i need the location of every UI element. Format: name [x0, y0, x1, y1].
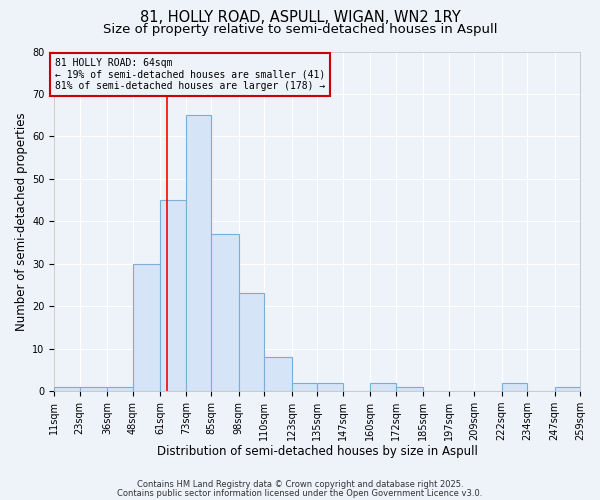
Bar	[54, 387, 80, 391]
Y-axis label: Number of semi-detached properties: Number of semi-detached properties	[15, 112, 28, 330]
Bar	[160, 200, 185, 391]
Text: Contains public sector information licensed under the Open Government Licence v3: Contains public sector information licen…	[118, 488, 482, 498]
Bar	[554, 387, 580, 391]
Bar	[395, 387, 423, 391]
Bar	[292, 382, 317, 391]
Text: Size of property relative to semi-detached houses in Aspull: Size of property relative to semi-detach…	[103, 22, 497, 36]
Bar	[211, 234, 239, 391]
Bar	[264, 357, 292, 391]
Bar	[133, 264, 160, 391]
Text: Contains HM Land Registry data © Crown copyright and database right 2025.: Contains HM Land Registry data © Crown c…	[137, 480, 463, 489]
Bar	[239, 294, 264, 391]
Bar	[370, 382, 395, 391]
X-axis label: Distribution of semi-detached houses by size in Aspull: Distribution of semi-detached houses by …	[157, 444, 478, 458]
Bar	[317, 382, 343, 391]
Bar	[185, 115, 211, 391]
Bar	[80, 387, 107, 391]
Text: 81, HOLLY ROAD, ASPULL, WIGAN, WN2 1RY: 81, HOLLY ROAD, ASPULL, WIGAN, WN2 1RY	[140, 10, 460, 25]
Bar	[107, 387, 133, 391]
Bar	[502, 382, 527, 391]
Text: 81 HOLLY ROAD: 64sqm
← 19% of semi-detached houses are smaller (41)
81% of semi-: 81 HOLLY ROAD: 64sqm ← 19% of semi-detac…	[55, 58, 326, 91]
